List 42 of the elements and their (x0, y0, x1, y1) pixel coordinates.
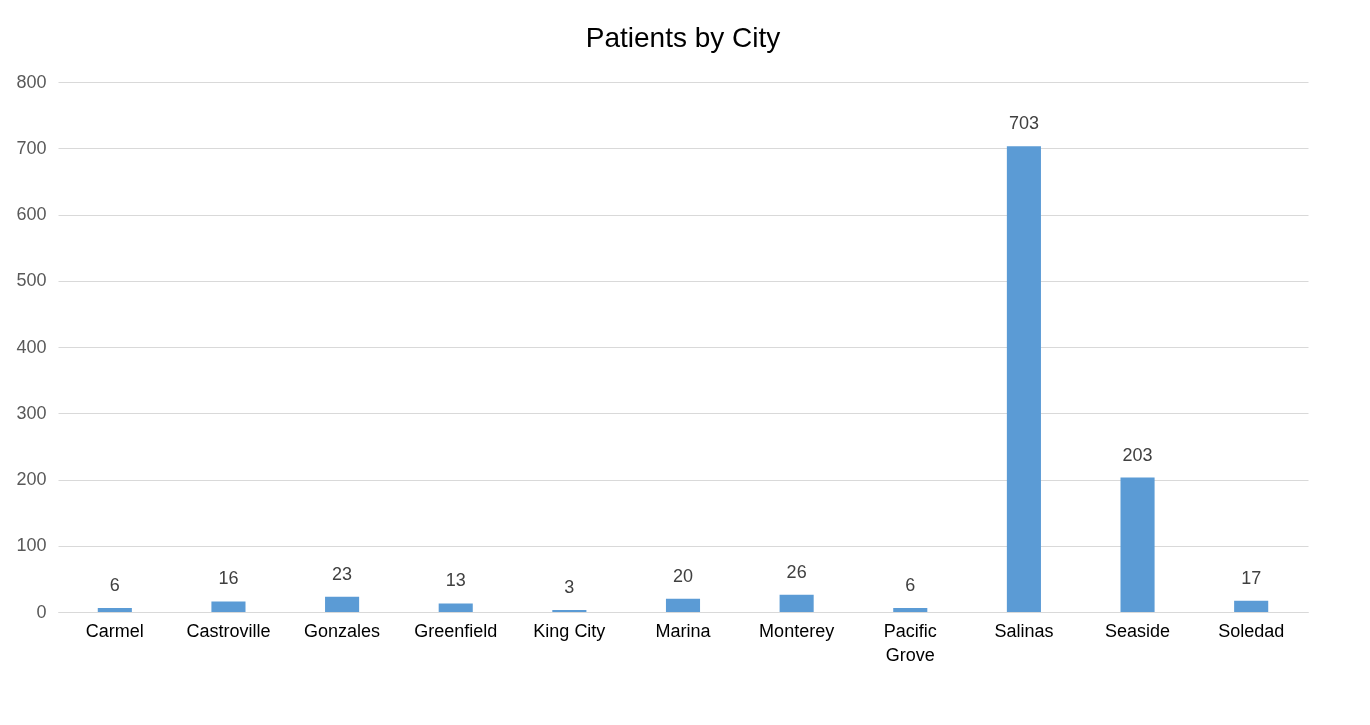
y-tick-label: 800 (16, 71, 47, 92)
x-tick-label: Marina (655, 620, 712, 641)
data-label: 17 (1241, 567, 1262, 588)
x-tick-label: Salinas (994, 620, 1054, 641)
data-label: 203 (1122, 444, 1153, 465)
bar (665, 598, 701, 612)
x-tick-label: King City (533, 620, 606, 641)
x-tick-label: Pacific Grove (883, 620, 937, 665)
bar (438, 603, 473, 612)
x-tick-label: Monterey (759, 620, 835, 641)
bar (325, 596, 360, 612)
bar (97, 608, 132, 612)
data-label: 6 (905, 575, 916, 596)
y-tick-label: 0 (36, 601, 47, 622)
y-tick-label: 300 (16, 402, 47, 423)
data-label: 23 (332, 563, 353, 584)
chart-title: Patients by City (585, 22, 781, 53)
x-tick-label: Gonzales (304, 620, 381, 641)
data-label: 26 (786, 561, 807, 582)
data-label: 16 (218, 568, 239, 589)
data-label: 3 (564, 577, 575, 598)
y-tick-label: 200 (16, 469, 47, 489)
bar (1120, 477, 1155, 612)
x-tick-label: Seaside (1105, 620, 1171, 641)
x-tick-label: Castroville (186, 620, 271, 641)
bar (1006, 146, 1041, 612)
y-tick-label: 700 (16, 137, 47, 158)
bar (779, 594, 814, 612)
y-tick-label: 100 (16, 535, 47, 556)
data-label: 703 (1008, 113, 1039, 134)
data-label: 20 (672, 565, 694, 586)
y-tick-label: 500 (16, 270, 47, 291)
x-tick-label: Carmel (85, 620, 144, 641)
bar (893, 608, 928, 612)
y-tick-label: 400 (16, 336, 47, 357)
data-label: 6 (109, 575, 120, 596)
bar (211, 601, 246, 612)
x-tick-label: Greenfield (414, 620, 498, 641)
x-tick-label: Soledad (1218, 620, 1285, 641)
y-tick-label: 600 (16, 204, 47, 224)
data-label: 13 (445, 570, 466, 591)
bar (1234, 600, 1269, 612)
